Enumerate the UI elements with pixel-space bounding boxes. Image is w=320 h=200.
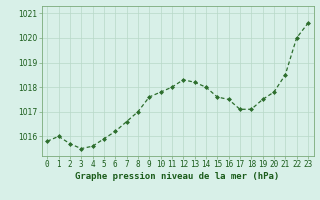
X-axis label: Graphe pression niveau de la mer (hPa): Graphe pression niveau de la mer (hPa) — [76, 172, 280, 181]
